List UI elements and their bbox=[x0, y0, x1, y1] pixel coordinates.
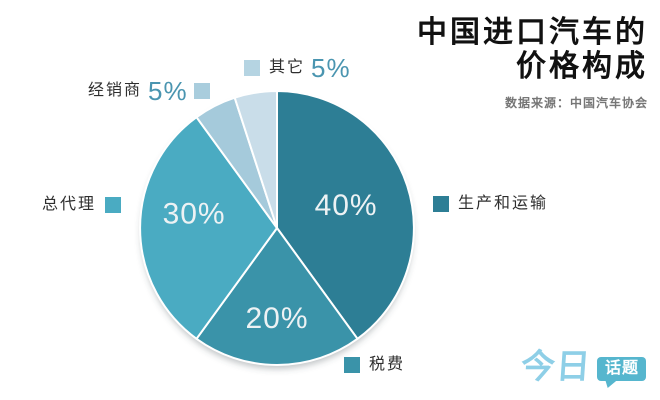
legend-pct-dealer: 5% bbox=[148, 76, 188, 106]
legend-item-production-transport: 生产和运输 bbox=[433, 196, 548, 212]
slice-value-label-1: 40% bbox=[315, 189, 378, 222]
legend-label-dealer: 经销商 bbox=[88, 82, 143, 99]
brand-logo: 今日 话题 bbox=[519, 348, 647, 388]
legend-pct-other: 5% bbox=[311, 53, 351, 83]
legend-label-taxes: 税费 bbox=[369, 356, 406, 373]
legend-swatch-dealer bbox=[193, 83, 210, 99]
legend-swatch-other bbox=[244, 60, 260, 76]
slice-value-label-3: 30% bbox=[163, 198, 226, 231]
logo-script-text: 今日 bbox=[519, 348, 593, 386]
legend-item-dealer: 经销商 5% bbox=[88, 78, 210, 104]
logo-speech-bubble: 话题 bbox=[597, 357, 647, 388]
page-title-line1: 中国进口汽车的 bbox=[417, 16, 648, 49]
page-title-line2: 价格构成 bbox=[516, 50, 648, 84]
legend-item-other: 其它 5% bbox=[244, 55, 351, 81]
legend-label-other: 其它 bbox=[269, 59, 306, 76]
data-source-note: 数据来源：中国汽车协会 bbox=[504, 96, 648, 111]
legend-label-general-agent: 总代理 bbox=[42, 196, 97, 213]
legend-label-production-transport: 生产和运输 bbox=[458, 195, 549, 212]
pie-slice-labels: 40% 20% 30% bbox=[163, 189, 378, 335]
pie-slice-1 bbox=[276, 90, 415, 340]
pie-slices bbox=[139, 90, 415, 366]
legend-swatch-production-transport bbox=[433, 196, 449, 212]
slice-value-label-2: 20% bbox=[245, 302, 308, 335]
legend-item-general-agent: 总代理 bbox=[42, 196, 122, 213]
pie-slice-2 bbox=[195, 227, 359, 366]
legend-swatch-taxes bbox=[344, 357, 360, 373]
pie-slice-3 bbox=[139, 116, 278, 340]
chart-header: 中国进口汽车的 价格构成 数据来源：中国汽车协会 bbox=[417, 16, 648, 111]
pie-slice-5 bbox=[233, 90, 278, 229]
legend-item-taxes: 税费 bbox=[344, 357, 405, 373]
legend-swatch-general-agent bbox=[105, 197, 122, 213]
